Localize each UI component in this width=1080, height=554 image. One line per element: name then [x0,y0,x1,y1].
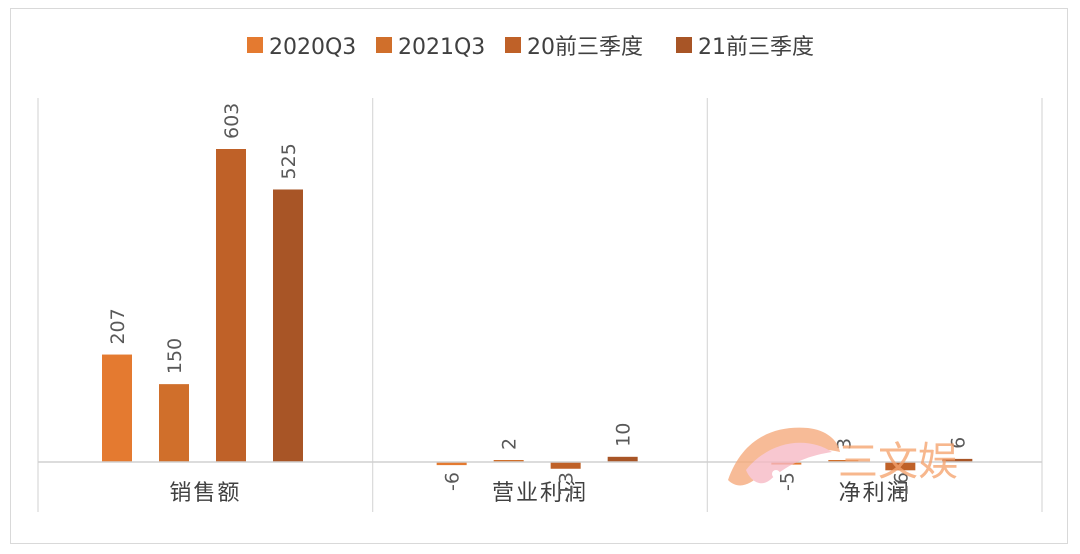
legend: 2020Q3 2021Q3 20前三季度 21前三季度 [247,35,814,60]
data-label: 603 [221,103,243,139]
bar [942,458,973,462]
data-label: -13 [556,472,578,503]
legend-swatch [376,37,392,53]
bar [550,462,581,469]
data-label: 150 [164,338,186,374]
bar [273,189,303,463]
category-label: 净利润 [839,481,911,506]
data-label: 6 [947,437,969,449]
category-label: 营业利润 [492,481,588,506]
data-label: -5 [776,472,798,491]
legend-label: 2020Q3 [269,35,356,60]
bar [828,460,859,462]
data-label: 207 [107,308,129,344]
legend-swatch [247,37,263,53]
data-label: -16 [890,472,912,503]
data-label: 2 [499,438,521,450]
data-label: -6 [442,472,464,491]
bar [885,462,916,471]
bar [436,462,467,466]
category-label: 销售额 [169,481,241,506]
data-label: 10 [613,423,635,447]
legend-swatch [505,37,521,53]
bar [216,149,246,462]
legend-label: 20前三季度 [527,35,643,60]
data-labels: 207 150 603 525 -6 2 -13 10 -5 3 -16 6 [107,103,969,503]
bar [493,460,524,462]
bar [607,456,638,462]
category-gridlines [37,98,1043,512]
watermark-petal-shape [746,442,832,484]
watermark-text: 三文娱 [838,439,958,485]
data-label: 525 [278,143,300,179]
bar [159,384,189,462]
legend-label: 21前三季度 [698,35,814,60]
legend-swatch [676,37,692,53]
legend-label: 2021Q3 [398,35,485,60]
bar [102,354,132,462]
bar-group [102,149,973,471]
watermark-logo: 三文娱 [728,427,958,486]
category-labels: 销售额 营业利润 净利润 [169,481,911,506]
data-label: 3 [833,438,855,450]
watermark-dot [772,470,780,478]
